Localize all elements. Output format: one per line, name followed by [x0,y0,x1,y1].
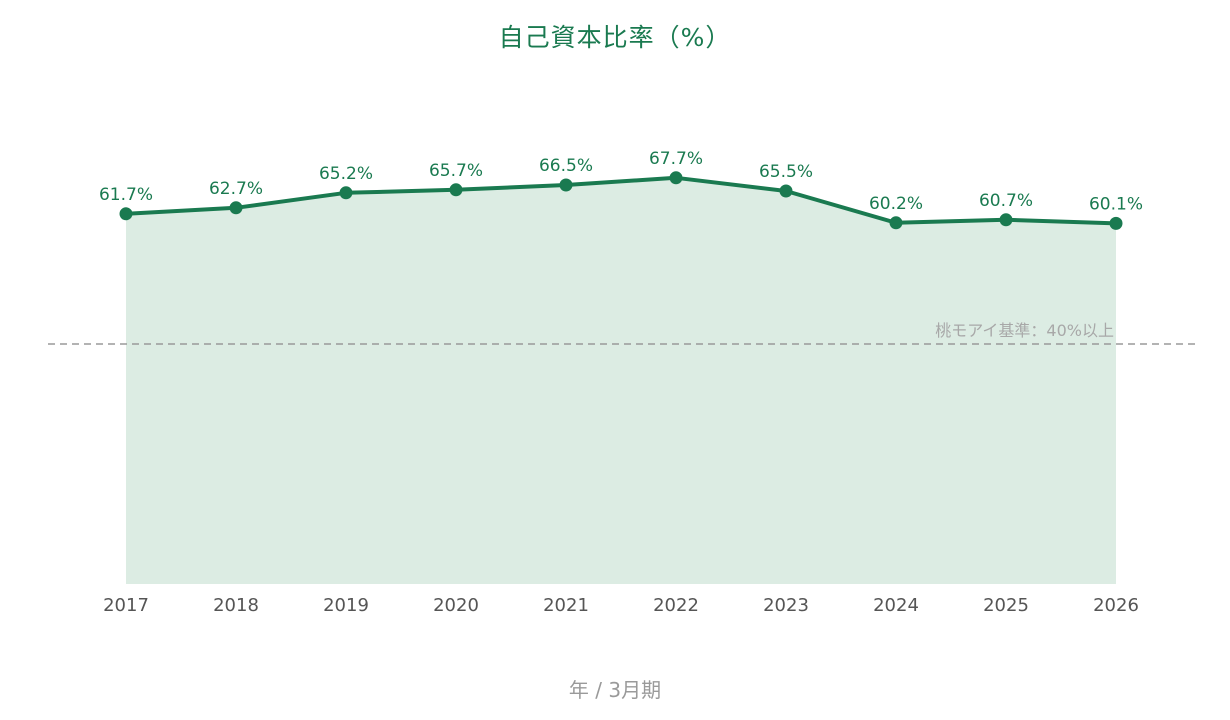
x-tick-label-2026: 2026 [1093,595,1139,616]
reference-line-label: 桃モアイ基準：40%以上 [935,321,1114,340]
data-label-2018: 62.7% [209,179,263,199]
data-label-2022: 67.7% [649,149,703,169]
x-tick-label-2024: 2024 [873,595,919,616]
x-tick-label-2025: 2025 [983,595,1029,616]
area-fill [126,177,1116,585]
x-tick-label-2022: 2022 [653,595,699,616]
x-tick-label-2017: 2017 [103,595,149,616]
data-label-2024: 60.2% [869,194,923,214]
data-label-2025: 60.7% [979,191,1033,211]
data-point-2026 [1109,216,1123,230]
data-point-2019 [339,186,353,200]
data-labels: 61.7% 62.7% 65.2% 65.7% 66.5% 67.7% 65.5% 60.2%… [99,149,1143,215]
x-tick-label-2019: 2019 [323,595,369,616]
data-label-2023: 65.5% [759,162,813,182]
data-point-2021 [559,178,573,192]
data-label-2019: 65.2% [319,164,373,184]
data-label-2020: 65.7% [429,161,483,181]
x-tick-label-2023: 2023 [763,595,809,616]
data-label-2026: 60.1% [1089,194,1143,214]
chart-title: 自己資本比率（%） [498,23,732,52]
x-tick-label-2020: 2020 [433,595,479,616]
data-points [119,171,1123,230]
data-point-2022 [669,171,683,185]
data-point-2018 [229,201,243,215]
data-point-2023 [779,184,793,198]
data-point-2017 [119,207,133,221]
data-point-2025 [999,213,1013,227]
data-point-2024 [889,216,903,230]
data-point-2020 [449,183,463,197]
x-tick-label-2021: 2021 [543,595,589,616]
data-label-2021: 66.5% [539,156,593,176]
series-line [125,175,1117,226]
x-axis-ticks: 2017 2018 2019 2020 2021 2022 2023 2024 2025 2026 [103,595,1139,616]
x-axis-title: 年 / 3月期 [568,678,662,702]
x-tick-label-2018: 2018 [213,595,259,616]
data-label-2017: 61.7% [99,185,153,205]
